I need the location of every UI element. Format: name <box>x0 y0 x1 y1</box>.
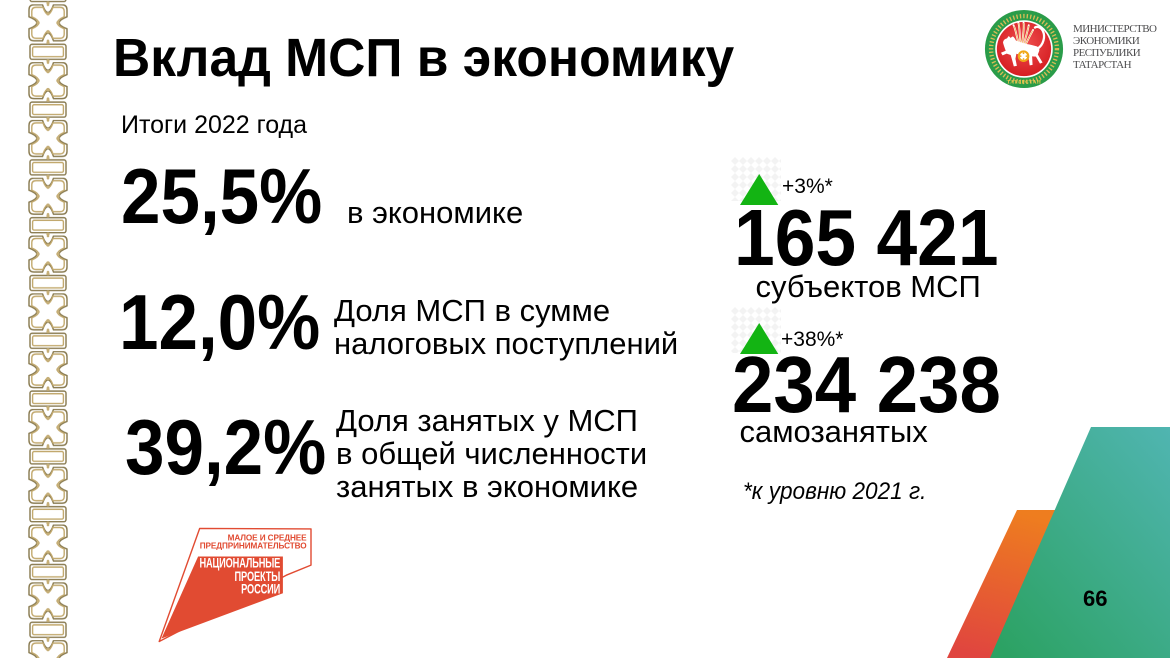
svg-text:НАЦИОНАЛЬНЫЕ: НАЦИОНАЛЬНЫЕ <box>199 556 280 571</box>
svg-text:ТАТАРСТАН: ТАТАРСТАН <box>1007 79 1041 85</box>
svg-text:ПРОЕКТЫ: ПРОЕКТЫ <box>235 569 281 584</box>
svg-text:РОССИИ: РОССИИ <box>241 582 280 597</box>
svg-text:МАЛОЕ И СРЕДНЕЕ: МАЛОЕ И СРЕДНЕЕ <box>228 533 307 542</box>
svg-text:ПРЕДПРИНИМАТЕЛЬСТВО: ПРЕДПРИНИМАТЕЛЬСТВО <box>200 542 307 551</box>
